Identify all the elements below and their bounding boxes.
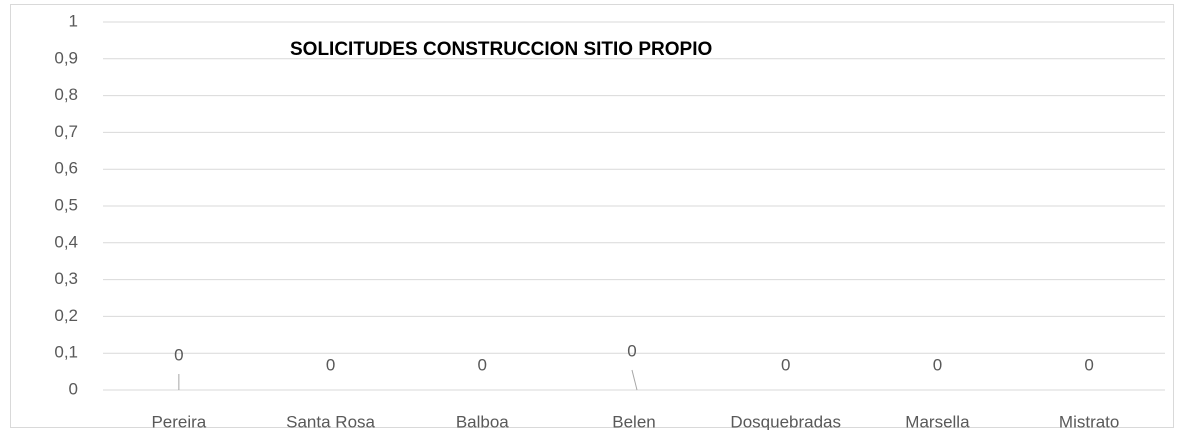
y-tick-label: 0,2 bbox=[54, 306, 78, 325]
y-tick-label: 0,8 bbox=[54, 85, 78, 104]
x-tick-label: Pereira bbox=[151, 412, 206, 430]
data-label: 0 bbox=[326, 355, 335, 374]
y-tick-label: 0,1 bbox=[54, 343, 78, 362]
y-tick-label: 1 bbox=[69, 11, 78, 30]
y-tick-label: 0,3 bbox=[54, 269, 78, 288]
data-label: 0 bbox=[478, 355, 487, 374]
x-tick-label: Marsella bbox=[905, 412, 970, 430]
y-tick-label: 0,7 bbox=[54, 122, 78, 141]
y-tick-label: 0,4 bbox=[54, 232, 78, 251]
data-label: 0 bbox=[174, 345, 183, 364]
y-tick-label: 0,5 bbox=[54, 195, 78, 214]
x-tick-label: Santa Rosa bbox=[286, 412, 375, 430]
x-tick-label: Mistrato bbox=[1059, 412, 1119, 430]
y-tick-label: 0 bbox=[69, 379, 78, 398]
chart-title: SOLICITUDES CONSTRUCCION SITIO PROPIO bbox=[290, 39, 712, 60]
y-tick-label: 0,9 bbox=[54, 48, 78, 67]
data-label: 0 bbox=[781, 355, 790, 374]
leader-line bbox=[631, 369, 638, 391]
x-tick-label: Dosquebradas bbox=[730, 412, 841, 430]
y-tick-label: 0,6 bbox=[54, 159, 78, 178]
x-tick-label: Belen bbox=[612, 412, 655, 430]
data-label: 0 bbox=[933, 355, 942, 374]
x-tick-label: Balboa bbox=[456, 412, 509, 430]
data-label: 0 bbox=[627, 341, 636, 360]
chart-border bbox=[10, 4, 1174, 428]
data-label: 0 bbox=[1084, 355, 1093, 374]
